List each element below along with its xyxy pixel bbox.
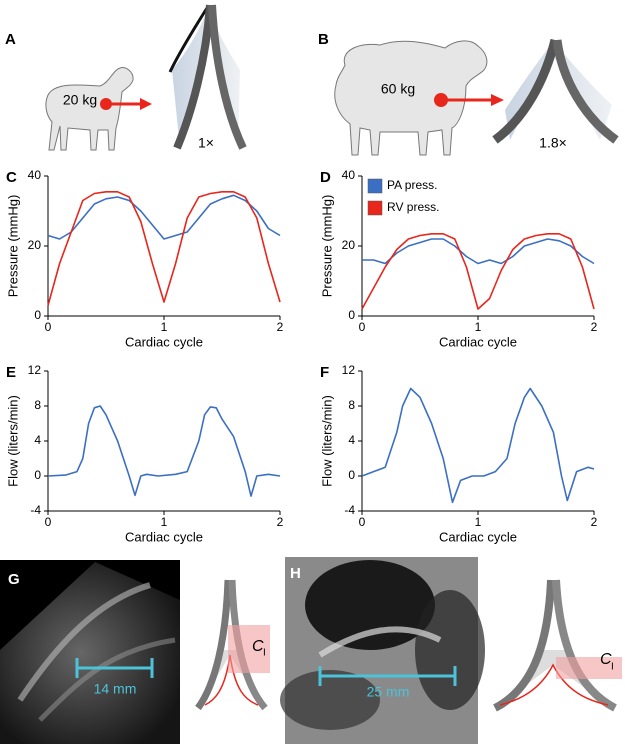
- legend-label: PA press.: [387, 178, 437, 192]
- arrow-head: [140, 98, 152, 110]
- y-tick-label: 40: [342, 168, 356, 182]
- region-subscript: I: [611, 662, 614, 673]
- weight-label: 60 kg: [381, 81, 415, 97]
- scale-bar-label: 25 mm: [367, 684, 410, 700]
- x-tick-label: 2: [591, 515, 598, 529]
- y-axis-label: Flow (liters/min): [5, 395, 20, 487]
- y-tick-label: 0: [348, 308, 355, 322]
- y-tick-label: 0: [348, 468, 355, 482]
- y-tick-label: 20: [342, 238, 356, 252]
- x-tick-label: 2: [277, 515, 284, 529]
- y-tick-label: -4: [344, 503, 355, 517]
- y-tick-label: 40: [28, 168, 42, 182]
- y-tick-label: 8: [348, 398, 355, 412]
- y-tick-label: 12: [28, 363, 42, 377]
- y-axis-label: Flow (liters/min): [319, 395, 334, 487]
- scale-label: 1×: [198, 135, 214, 151]
- x-axis-label: Cardiac cycle: [439, 529, 517, 544]
- x-tick-label: 1: [475, 515, 482, 529]
- region-label: C: [600, 651, 612, 668]
- leaflet-outline: [499, 663, 609, 706]
- scale-label: 1.8×: [539, 135, 567, 151]
- echo-structure: [305, 560, 435, 650]
- valve-strut: [493, 579, 555, 712]
- echo-structure: [415, 590, 485, 710]
- valve-strut: [552, 579, 617, 712]
- legend-label: RV press.: [387, 200, 439, 214]
- y-tick-label: 0: [34, 308, 41, 322]
- y-tick-label: 4: [34, 433, 41, 447]
- scale-bar-label: 14 mm: [94, 681, 137, 697]
- x-tick-label: 1: [475, 320, 482, 334]
- x-tick-label: 2: [277, 320, 284, 334]
- x-tick-label: 1: [161, 515, 168, 529]
- panel-letter: A: [5, 31, 16, 48]
- sheep-silhouette: [334, 40, 488, 156]
- y-tick-label: 0: [34, 468, 41, 482]
- data-line: [361, 387, 595, 504]
- x-axis-label: Cardiac cycle: [125, 334, 203, 349]
- panel-letter: D: [320, 169, 331, 186]
- x-axis-label: Cardiac cycle: [125, 529, 203, 544]
- x-axis-label: Cardiac cycle: [439, 334, 517, 349]
- panel-letter: C: [6, 169, 17, 186]
- y-tick-label: 20: [28, 238, 42, 252]
- y-axis-label: Pressure (mmHg): [5, 195, 20, 298]
- lamb-silhouette: [45, 67, 134, 151]
- highlight-region: [556, 657, 622, 679]
- data-line: [47, 194, 281, 240]
- y-axis-label: Pressure (mmHg): [319, 195, 334, 298]
- y-tick-label: 8: [34, 398, 41, 412]
- valve-strut: [173, 4, 214, 150]
- echo-structure: [280, 670, 380, 730]
- arrow-head: [491, 94, 504, 106]
- x-tick-label: 0: [359, 515, 366, 529]
- echo-structure: [17, 582, 151, 702]
- y-tick-label: 12: [342, 363, 356, 377]
- data-line: [361, 233, 595, 310]
- x-tick-label: 2: [591, 320, 598, 334]
- region-label: C: [252, 638, 264, 655]
- x-tick-label: 1: [161, 320, 168, 334]
- valve-strut: [208, 4, 247, 150]
- panel-letter: F: [320, 364, 329, 381]
- valve-strut: [552, 39, 619, 144]
- legend-swatch: [367, 200, 383, 216]
- echo-sector: [0, 562, 180, 744]
- highlight-region: [228, 625, 270, 673]
- valve-fabric: [498, 650, 610, 706]
- panel-letter: B: [318, 31, 329, 48]
- data-line: [47, 191, 281, 306]
- valve-strut: [492, 38, 560, 144]
- valve-strut: [195, 579, 232, 711]
- valve-edge: [168, 7, 209, 73]
- panel-letter: G: [8, 571, 20, 588]
- legend-swatch: [367, 178, 383, 194]
- panel-letter: E: [6, 364, 16, 381]
- valve-fabric: [172, 6, 240, 148]
- region-subscript: I: [263, 648, 266, 659]
- data-line: [362, 238, 595, 265]
- x-tick-label: 0: [359, 320, 366, 334]
- y-tick-label: -4: [30, 503, 41, 517]
- x-tick-label: 0: [45, 515, 52, 529]
- weight-label: 20 kg: [63, 92, 97, 108]
- echo-structure: [318, 626, 442, 658]
- data-line: [47, 405, 281, 497]
- x-tick-label: 0: [45, 320, 52, 334]
- y-tick-label: 4: [348, 433, 355, 447]
- panel-letter: H: [290, 565, 301, 582]
